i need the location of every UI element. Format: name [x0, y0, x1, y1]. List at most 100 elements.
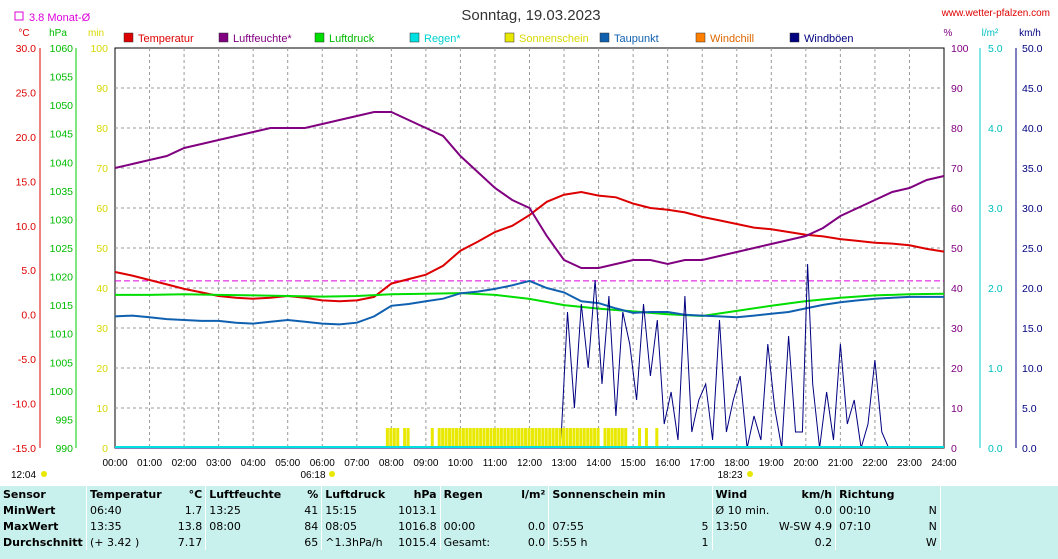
sunshine-bar	[568, 428, 572, 448]
sunshine-bar	[565, 428, 569, 448]
y-tick-label-humidity: 20	[951, 363, 963, 375]
sunshine-bar	[617, 428, 621, 448]
sunshine-bar	[613, 428, 617, 448]
y-tick-label-rain: 3.0	[988, 203, 1003, 215]
sunshine-bar	[638, 428, 642, 448]
min-sun-time	[548, 502, 669, 518]
sunshine-bar	[389, 428, 393, 448]
unit-rain: l/m²	[982, 28, 999, 39]
weather-chart: Sonntag, 19.03.2023 www.wetter-pfalzen.c…	[11, 7, 1050, 481]
avg-dir-time	[835, 534, 899, 550]
avg-hum-value: 65	[304, 535, 319, 549]
sunshine-bar	[655, 428, 659, 448]
sunshine-bar	[620, 428, 624, 448]
sunshine-bar	[496, 428, 500, 448]
min-dir-value: N	[928, 503, 937, 517]
legend-swatch	[695, 32, 706, 43]
max-press-time: 08:05	[321, 518, 396, 534]
min-temp-time: 06:40	[85, 502, 174, 518]
y-tick-label-sunshine: 0	[102, 443, 108, 455]
sunshine-bar	[448, 428, 452, 448]
min-rain-time	[439, 502, 514, 518]
y-tick-label-wind: 10.0	[1022, 363, 1043, 375]
x-tick-label: 20:00	[793, 458, 818, 469]
y-tick-label-humidity: 50	[951, 243, 963, 255]
y-tick-label-humidity: 70	[951, 163, 963, 175]
avg-wind-value: 0.2	[814, 535, 833, 549]
y-tick-label-pressure: 1040	[50, 157, 74, 169]
max-temp-value: 13.8	[177, 519, 203, 533]
legend-label: Taupunkt	[614, 33, 659, 45]
sunshine-bar	[472, 428, 476, 448]
y-tick-label-temperature: -15.0	[12, 443, 36, 455]
y-tick-label-rain: 2.0	[988, 283, 1003, 295]
chart-title: Sonntag, 19.03.2023	[461, 7, 600, 24]
y-tick-label-wind: 50.0	[1022, 43, 1043, 55]
legend-label: Luftfeuchte*	[233, 33, 292, 45]
legend-swatch	[789, 32, 800, 43]
sunshine-bar	[475, 428, 479, 448]
sunshine-bar	[482, 428, 486, 448]
y-tick-label-temperature: 20.0	[16, 132, 37, 144]
x-tick-label: 00:00	[102, 458, 127, 469]
legend-swatch	[123, 32, 134, 43]
unit-humidity: %	[944, 28, 953, 39]
y-tick-label-pressure: 990	[55, 443, 73, 455]
series-line-luftfeuchte	[114, 111, 945, 269]
sunshine-bar	[572, 428, 576, 448]
sunshine-bar	[513, 428, 517, 448]
sunshine-bar	[499, 428, 503, 448]
avg-press-value: 1015.4	[398, 535, 437, 549]
y-tick-label-sunshine: 70	[96, 163, 108, 175]
legend-swatch	[599, 32, 610, 43]
y-tick-label-pressure: 1010	[50, 329, 74, 341]
x-tick-label: 21:00	[828, 458, 853, 469]
y-tick-label-sunshine: 60	[96, 203, 108, 215]
min-wind-time: Ø 10 min.	[711, 502, 776, 518]
site-url[interactable]: www.wetter-pfalzen.com	[941, 8, 1050, 19]
y-tick-label-wind: 45.0	[1022, 83, 1043, 95]
start-time: 12:04	[11, 470, 36, 481]
hdr-wind: Wind	[711, 486, 776, 502]
sunset-icon	[747, 471, 753, 477]
hdr-sensor: Sensor	[3, 487, 46, 501]
sunrise-time: 06:18	[300, 470, 325, 481]
max-dir-value: N	[928, 519, 937, 533]
y-tick-label-temperature: -5.0	[18, 354, 36, 366]
unit-wind: km/h	[1019, 28, 1041, 39]
hdr-rain-unit: l/m²	[521, 487, 546, 501]
max-wind-time: 13:50	[711, 518, 776, 534]
y-tick-label-pressure: 1055	[50, 72, 74, 84]
y-tick-label-wind: 0.0	[1022, 443, 1037, 455]
sunshine-bar	[451, 428, 455, 448]
min-hum-value: 41	[304, 503, 319, 517]
y-tick-label-pressure: 1005	[50, 357, 74, 369]
x-tick-label: 18:00	[724, 458, 749, 469]
sunshine-bar	[603, 428, 607, 448]
x-tick-label: 03:00	[206, 458, 231, 469]
sunshine-bar	[544, 428, 548, 448]
sunshine-bar	[537, 428, 541, 448]
x-tick-label: 19:00	[759, 458, 784, 469]
sunshine-bar	[430, 428, 434, 448]
sunshine-bar	[465, 428, 469, 448]
sunshine-bar	[593, 428, 597, 448]
avg-temp-value: 7.17	[177, 535, 203, 549]
avg-sun-value: 1	[701, 535, 709, 549]
y-tick-label-sunshine: 90	[96, 83, 108, 95]
max-temp-time: 13:35	[85, 518, 174, 534]
y-tick-label-humidity: 90	[951, 83, 963, 95]
y-tick-label-sunshine: 100	[90, 43, 108, 55]
sunshine-bar	[589, 428, 593, 448]
sunshine-bar	[444, 428, 448, 448]
legend-label: Windchill	[710, 33, 754, 45]
y-tick-label-pressure: 1060	[50, 43, 74, 55]
hdr-sun: Sonnenschein min	[548, 486, 669, 502]
avg-press-trend: ^1.3hPa/h	[321, 534, 396, 550]
min-press-time: 15:15	[321, 502, 396, 518]
hdr-rain: Regen	[439, 486, 514, 502]
hdr-hum: Luftfeuchte	[205, 486, 292, 502]
avg-rain-value: 0.0	[527, 535, 546, 549]
y-tick-label-rain: 5.0	[988, 43, 1003, 55]
y-tick-label-humidity: 60	[951, 203, 963, 215]
